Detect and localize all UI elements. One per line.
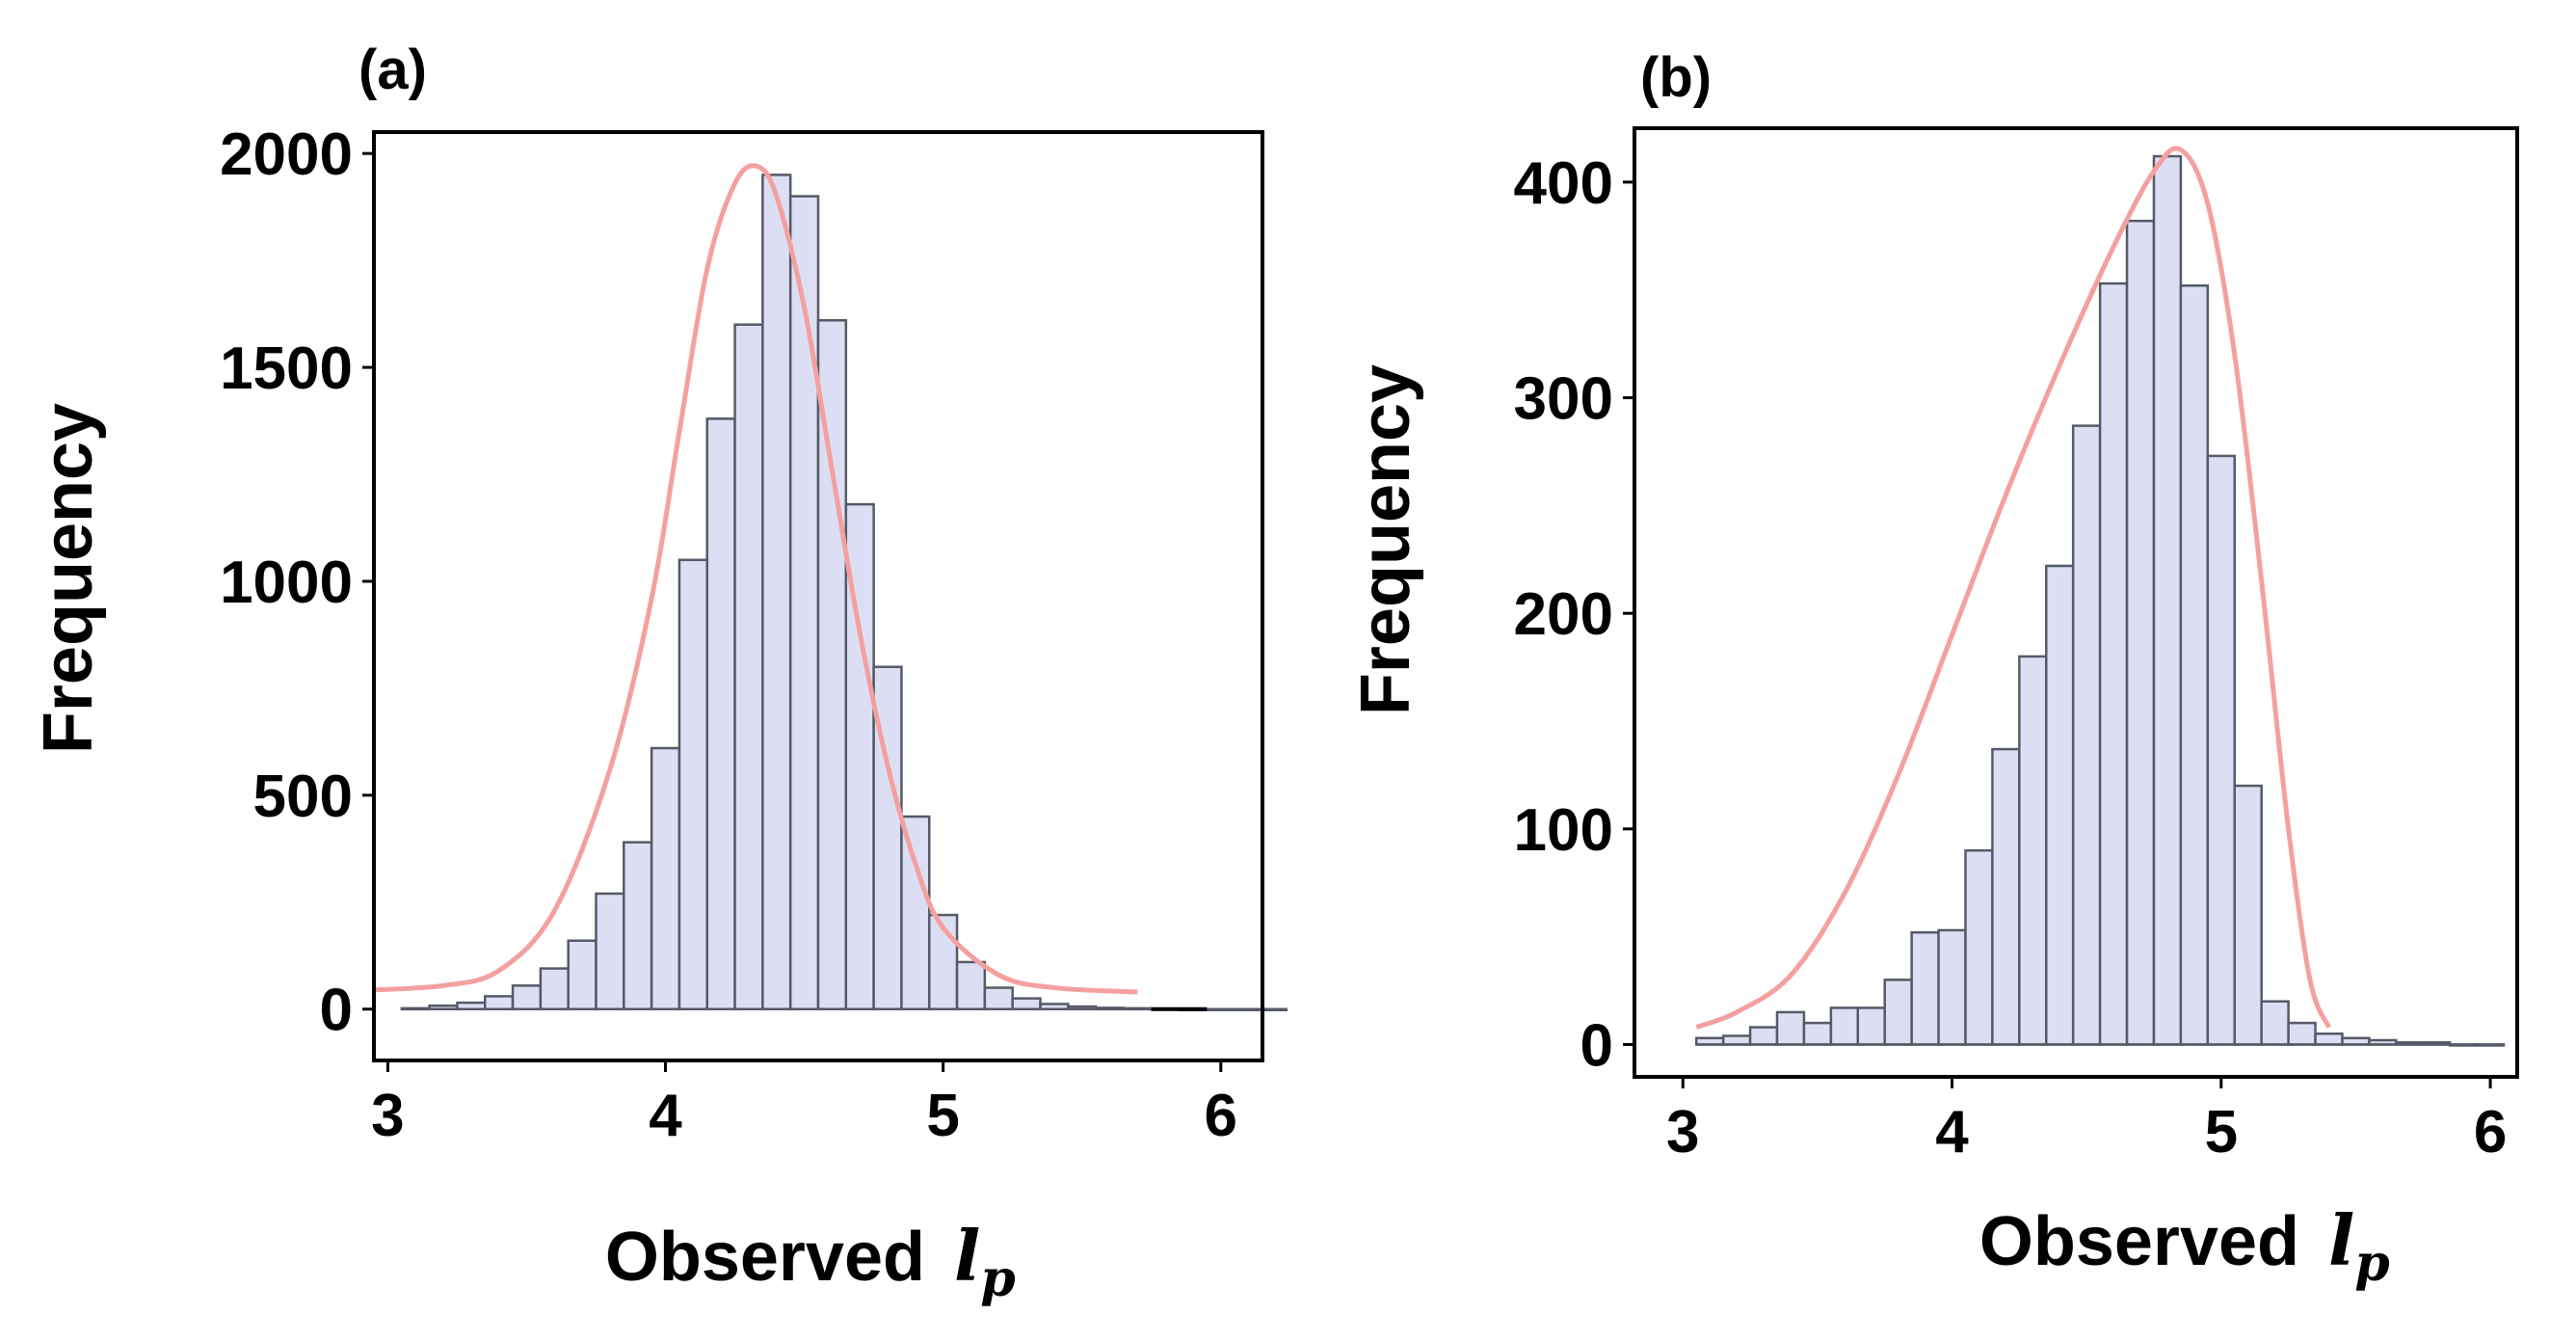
y-tick-label: 200 (1514, 581, 1613, 648)
histogram-bar (900, 815, 931, 1010)
histogram-bar (567, 939, 598, 1010)
y-tick-label: 0 (1580, 1012, 1613, 1079)
x-axis-symbol-subscript: p (2354, 1234, 2389, 1293)
y-axis-title: Frequency (30, 403, 107, 754)
y-tick-label: 300 (1514, 366, 1613, 433)
histogram-bar (539, 967, 570, 1010)
y-tick-label: 500 (253, 764, 353, 830)
histogram-bar (1991, 747, 2021, 1046)
y-tick-label: 1000 (220, 550, 353, 616)
histogram-bar (1802, 1021, 1833, 1046)
histogram-bar (2287, 1021, 2317, 1046)
histogram-bar (2071, 424, 2102, 1046)
x-axis-symbol-l: l (2328, 1199, 2354, 1281)
histogram-bar (1721, 1034, 1752, 1046)
x-tick-label: 3 (371, 1083, 404, 1149)
plot-frame (372, 130, 1264, 1062)
histogram-panel-b: (b) 3 4 5 6 0 100 200 300 400 Frequency Observed… (1288, 0, 2575, 1336)
x-tick-label: 5 (2205, 1099, 2238, 1166)
histogram-bar (2314, 1033, 2344, 1046)
histogram-panel-a: (a) 3 4 5 6 0 500 1000 1500 2000 Frequency Obser… (0, 0, 1514, 1336)
histogram-bar (2152, 154, 2183, 1046)
fit-curve (1695, 146, 2331, 1030)
x-tick-label: 4 (649, 1083, 682, 1149)
x-axis-title: Observed (1979, 1203, 2299, 1280)
panel-label: (b) (1640, 46, 1712, 109)
plot-frame (1633, 126, 2519, 1079)
x-axis-symbol-subscript: p (980, 1249, 1015, 1308)
histogram-bar (2260, 1000, 2290, 1046)
x-axis-title-text: Observed (1979, 1203, 2299, 1280)
histogram-bar (2233, 784, 2263, 1046)
x-tick-label: 5 (926, 1083, 959, 1149)
histogram-bar (2098, 282, 2129, 1046)
x-axis-title-text: Observed (605, 1219, 925, 1296)
histogram-bar (2206, 454, 2237, 1046)
histogram-bar (2179, 284, 2210, 1046)
x-axis-symbol-l: l (954, 1215, 980, 1297)
y-tick-label: 0 (320, 978, 353, 1044)
histogram-bar (1883, 979, 1913, 1046)
histogram-bar (1011, 997, 1042, 1010)
chart-svg-a: (a) 3 4 5 6 0 500 1000 1500 2000 Frequency Obser… (30, 39, 1514, 1308)
histogram-bar (2125, 219, 2156, 1046)
histogram-bar (2018, 655, 2048, 1046)
x-tick-label: 6 (2474, 1099, 2507, 1166)
fit-curve (373, 163, 1138, 995)
x-axis-title: Observed (605, 1219, 925, 1296)
x-axis-symbol: lp (954, 1215, 1016, 1308)
y-tick-label: 2000 (220, 121, 353, 188)
x-tick-label: 6 (1205, 1083, 1237, 1149)
y-axis-title: Frequency (1347, 364, 1424, 715)
histogram-bar (484, 995, 515, 1010)
panel-label: (a) (359, 39, 427, 101)
histogram-bar (677, 558, 708, 1010)
histogram-bar (1748, 1026, 1779, 1046)
histogram-bar (595, 892, 625, 1010)
histogram-bar (1964, 848, 1994, 1046)
histogram-bar (650, 746, 681, 1010)
histogram-bar (1856, 1006, 1886, 1046)
histogram-bar (1937, 928, 1967, 1046)
y-tick-label: 100 (1514, 797, 1613, 864)
plot-area: 3 4 5 6 0 100 200 300 400 (1514, 126, 2519, 1166)
x-axis-symbol: lp (2328, 1199, 2390, 1293)
histogram-bar (1829, 1006, 1860, 1046)
x-tick-label: 3 (1666, 1099, 1699, 1166)
y-tick-label: 400 (1514, 150, 1613, 217)
histogram-bar (733, 323, 764, 1010)
histogram-bar (1910, 930, 1940, 1046)
histogram-bar (2045, 564, 2075, 1046)
histogram-bar (623, 841, 653, 1010)
plot-area: 3 4 5 6 0 500 1000 1500 2000 (220, 121, 1514, 1149)
x-tick-label: 4 (1935, 1099, 1969, 1166)
histogram-bar (955, 960, 987, 1010)
histogram-bar (705, 417, 736, 1010)
y-tick-label: 1500 (220, 335, 353, 402)
histogram-bar (761, 174, 792, 1010)
histogram-bar (511, 984, 543, 1010)
histogram-bar (1775, 1010, 1806, 1046)
histogram-bar (983, 986, 1014, 1010)
chart-svg-b: (b) 3 4 5 6 0 100 200 300 400 Frequency Observed… (1347, 46, 2519, 1293)
